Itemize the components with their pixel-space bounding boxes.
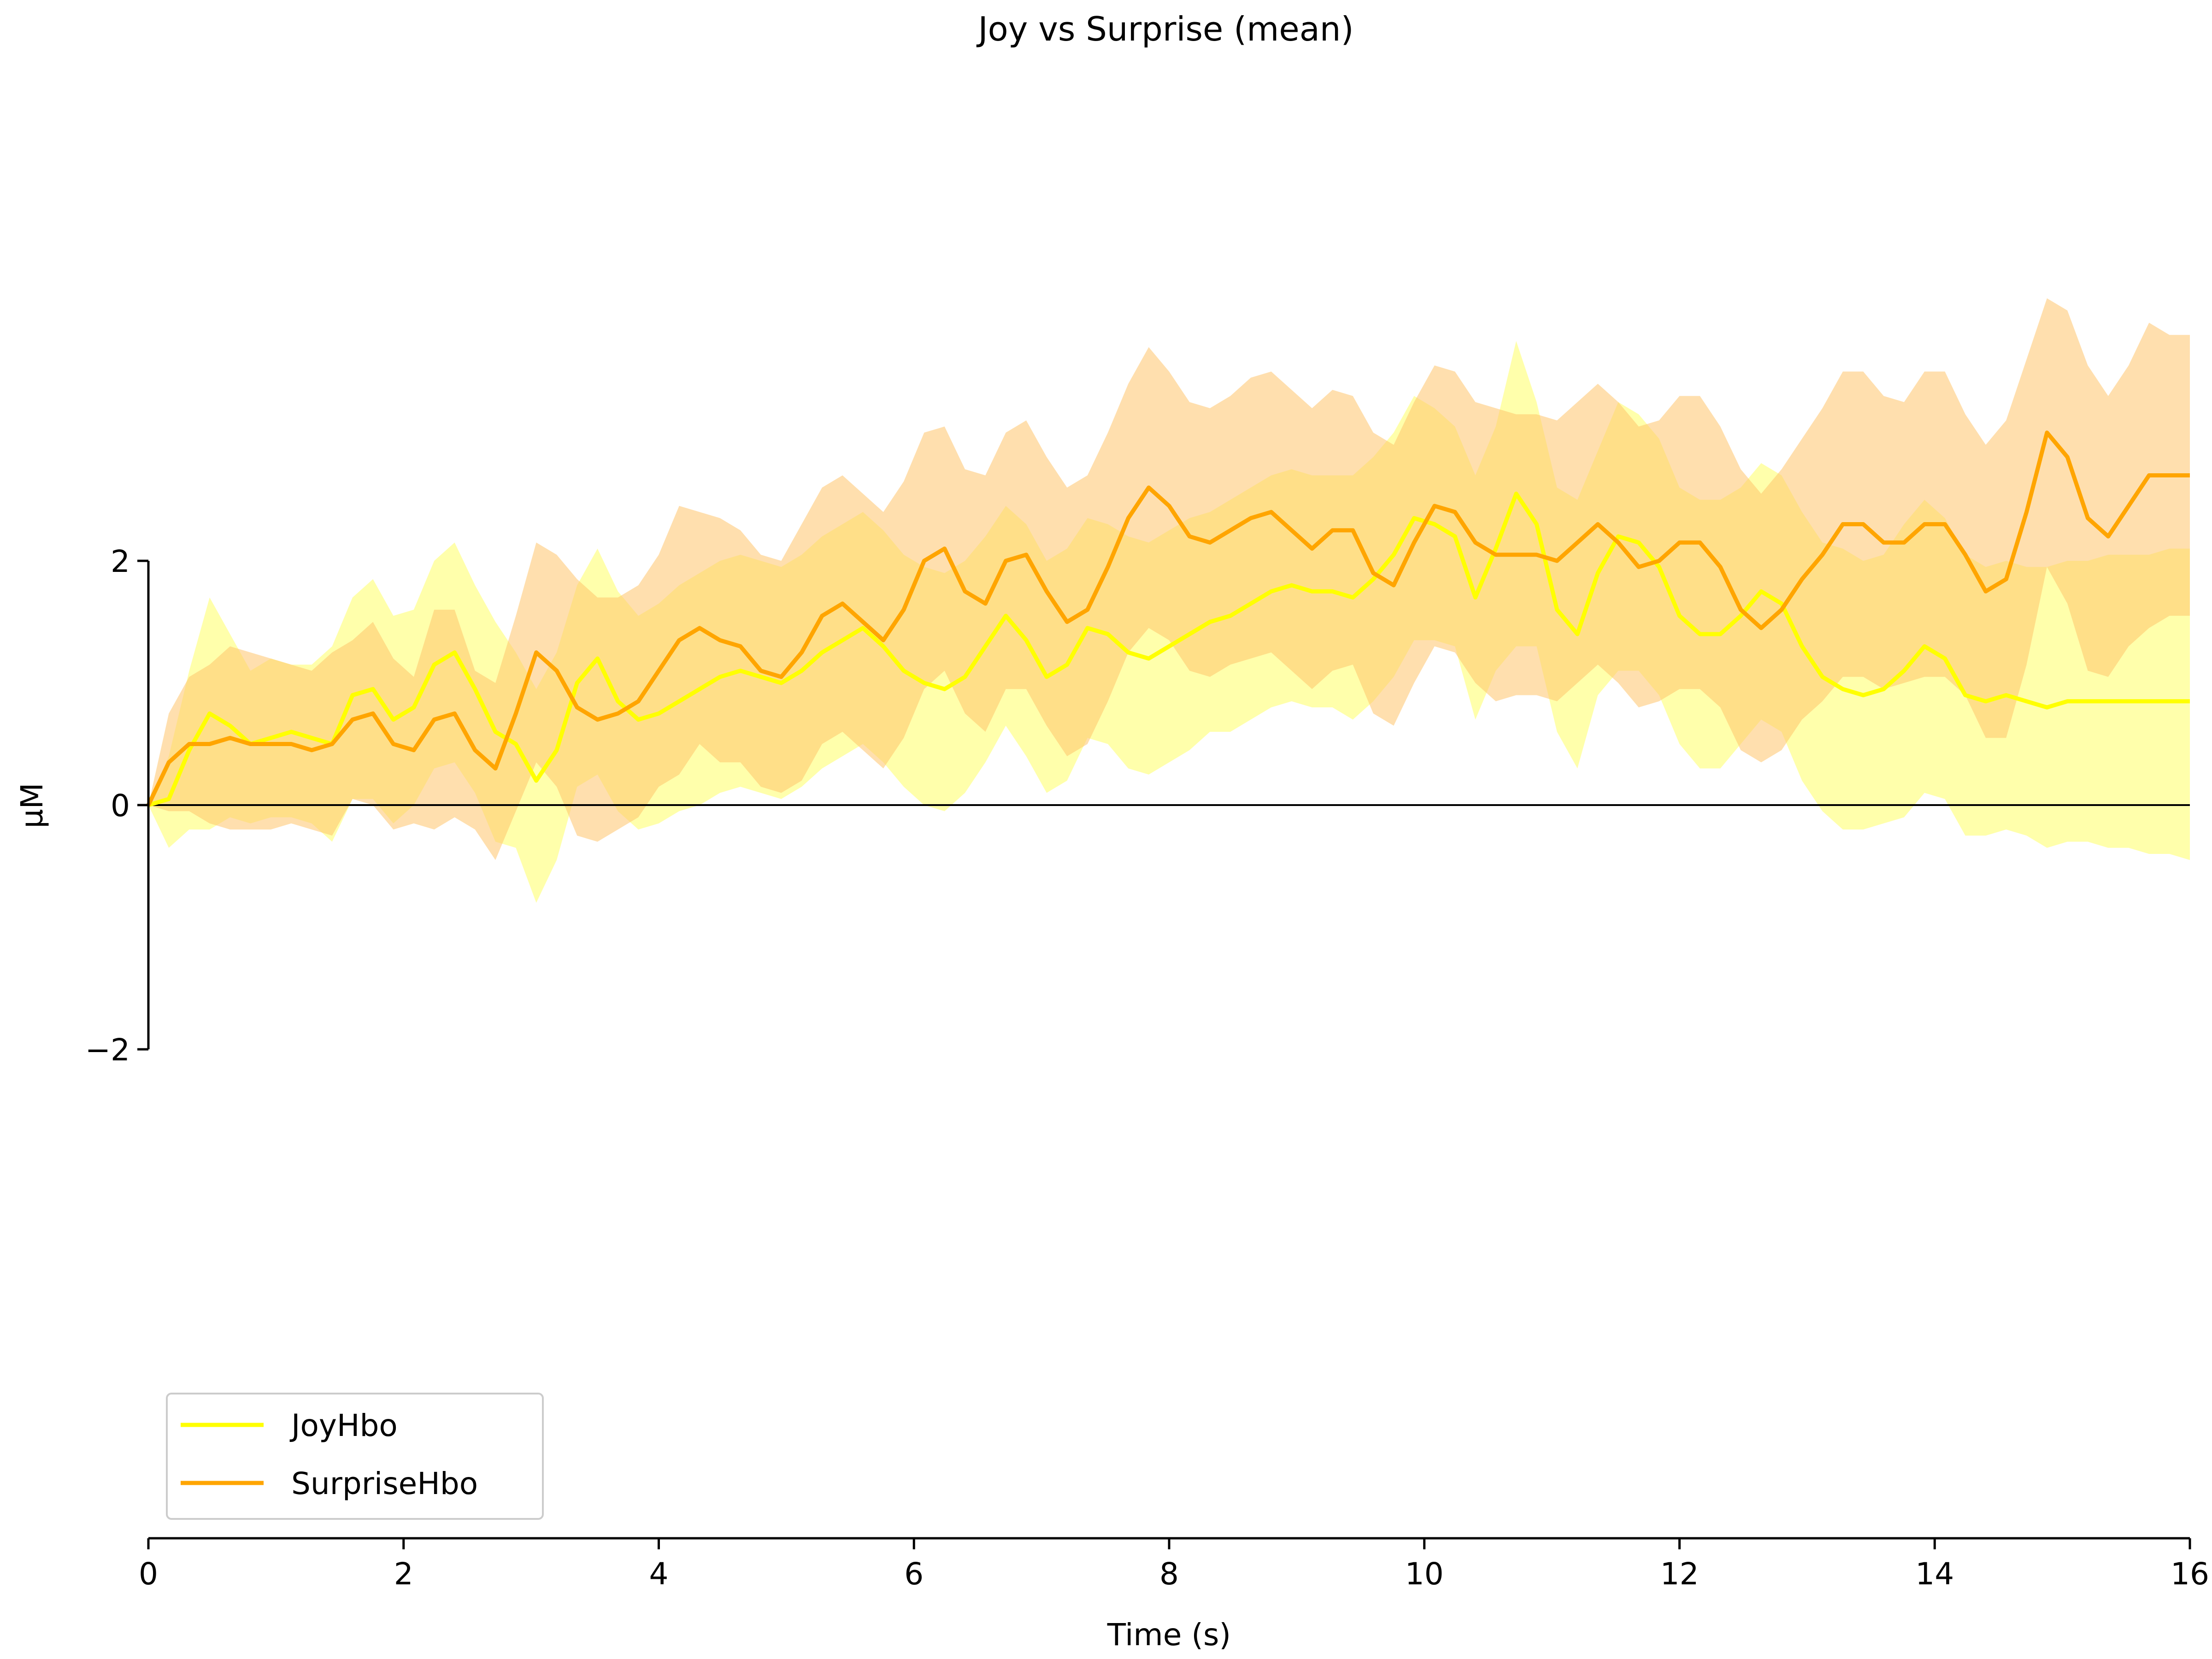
x-tick-label: 8	[1159, 1556, 1179, 1592]
legend-label-JoyHbo: JoyHbo	[289, 1408, 398, 1443]
x-tick-label: 2	[394, 1556, 413, 1592]
x-tick-label: 0	[139, 1556, 158, 1592]
y-tick-label: 0	[111, 788, 130, 824]
legend: JoyHbo SurpriseHbo	[166, 1393, 544, 1520]
series-lines	[146, 430, 2190, 807]
x-tick-label: 12	[1660, 1556, 1699, 1592]
line-JoyHbo	[147, 491, 2190, 807]
legend-label-SurpriseHbo: SurpriseHbo	[291, 1466, 478, 1501]
x-axis-label: Time (s)	[1107, 1617, 1231, 1653]
y-tick-label: 2	[111, 544, 130, 579]
y-axis-label: µM	[14, 783, 50, 829]
confidence-bands	[148, 298, 2190, 903]
x-tick-label: 16	[2171, 1556, 2209, 1592]
band-SurpriseHbo	[148, 298, 2190, 860]
y-axis: −2 0 2	[85, 544, 150, 1068]
line-SurpriseHbo	[146, 430, 2190, 806]
x-axis: 0 2 4 6 8 10 12 14 16	[139, 1537, 2209, 1592]
x-tick-label: 10	[1405, 1556, 1444, 1592]
y-tick-label: −2	[85, 1032, 130, 1068]
x-tick-label: 4	[649, 1556, 669, 1592]
x-tick-label: 14	[1915, 1556, 1954, 1592]
x-tick-label: 6	[904, 1556, 924, 1592]
chart-title: Joy vs Surprise (mean)	[976, 10, 1353, 48]
